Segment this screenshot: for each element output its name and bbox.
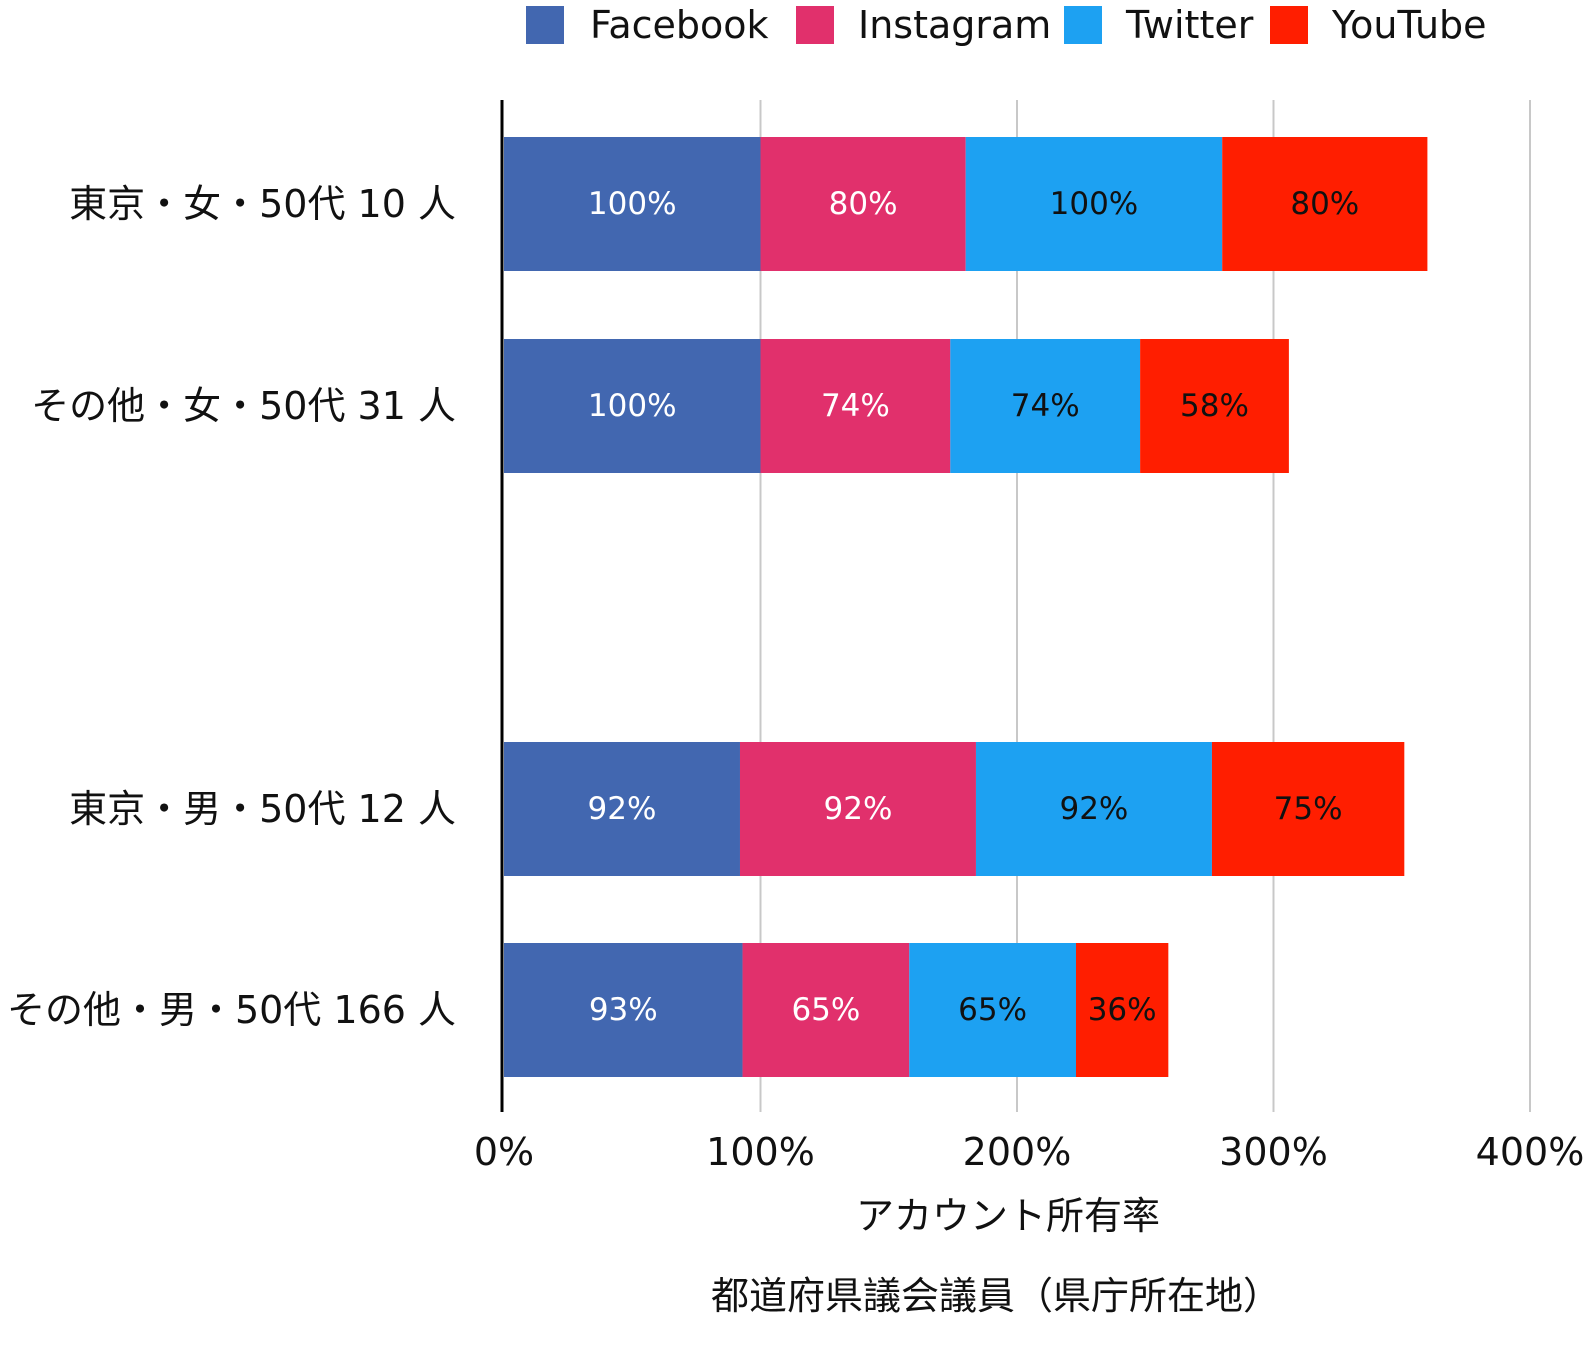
bar-segment [504,339,761,473]
bar-segment [1222,137,1428,271]
data-label: 74% [821,388,890,424]
x-tick-label: 0% [474,1130,534,1174]
x-tick-label: 300% [1219,1130,1328,1174]
legend-label: Instagram [858,3,1051,47]
x-tick-label: 400% [1476,1130,1585,1174]
x-tick-label: 200% [963,1130,1072,1174]
bar-segment [742,943,910,1077]
bar-segment [504,742,740,876]
legend-swatch [1064,6,1102,44]
bar-segment [1211,742,1405,876]
chart-caption: 都道府県議会議員（県庁所在地） [711,1274,1281,1318]
data-label: 100% [1050,186,1139,222]
data-label: 80% [1290,186,1359,222]
data-label: 93% [589,992,658,1028]
data-label: 58% [1180,388,1249,424]
bar-segment [504,137,761,271]
x-axis-title: アカウント所有率 [856,1194,1160,1238]
bar-segment [760,137,966,271]
legend-label: YouTube [1331,3,1487,47]
legend-swatch [526,6,564,44]
bar-segment [1075,943,1169,1077]
data-label: 36% [1088,992,1157,1028]
bar-segment [760,339,951,473]
bar-segment [739,742,976,876]
legend-swatch [1270,6,1308,44]
bar-segment [950,339,1141,473]
data-label: 100% [588,186,677,222]
data-label: 65% [958,992,1027,1028]
category-label: 東京・男・50代 12 人 [69,787,456,831]
data-label: 92% [824,791,893,827]
legend-label: Twitter [1125,3,1254,47]
data-label: 75% [1274,791,1343,827]
data-label: 100% [588,388,677,424]
bar-segment [504,943,743,1077]
bar-segment [975,742,1212,876]
legend-swatch [796,6,834,44]
bar-segment [965,137,1223,271]
x-tick-label: 100% [706,1130,815,1174]
category-label: その他・女・50代 31 人 [31,384,456,428]
data-label: 92% [588,791,657,827]
bar-segment [909,943,1076,1077]
data-label: 74% [1011,388,1080,424]
data-label: 65% [791,992,860,1028]
legend-label: Facebook [590,3,769,47]
bar-segment [1140,339,1289,473]
category-label: 東京・女・50代 10 人 [69,182,456,226]
data-label: 92% [1059,791,1128,827]
data-label: 80% [829,186,898,222]
category-label: その他・男・50代 166 人 [7,988,456,1032]
